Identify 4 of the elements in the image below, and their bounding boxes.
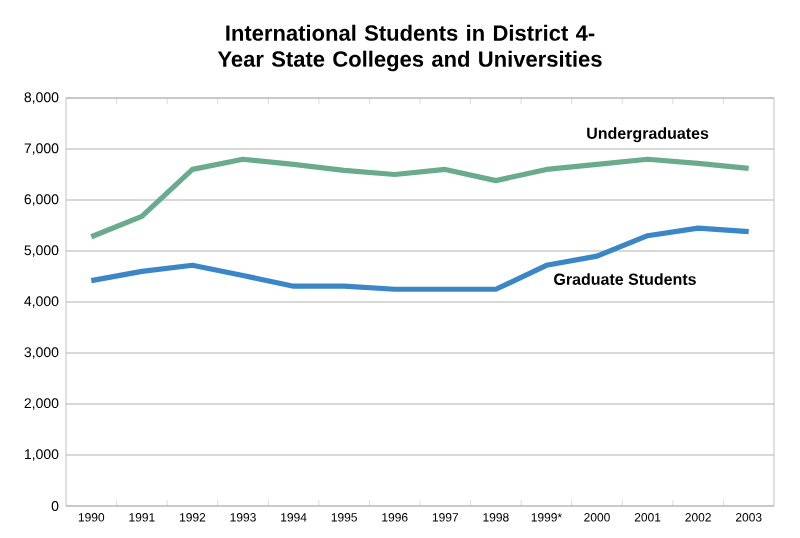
chart-title: International Students in District 4-Year State Colleges and Universities — [217, 24, 602, 72]
series-label: Undergraduates — [587, 127, 709, 143]
line-series — [88, 156, 752, 240]
series-label: Graduate Students — [554, 273, 696, 285]
